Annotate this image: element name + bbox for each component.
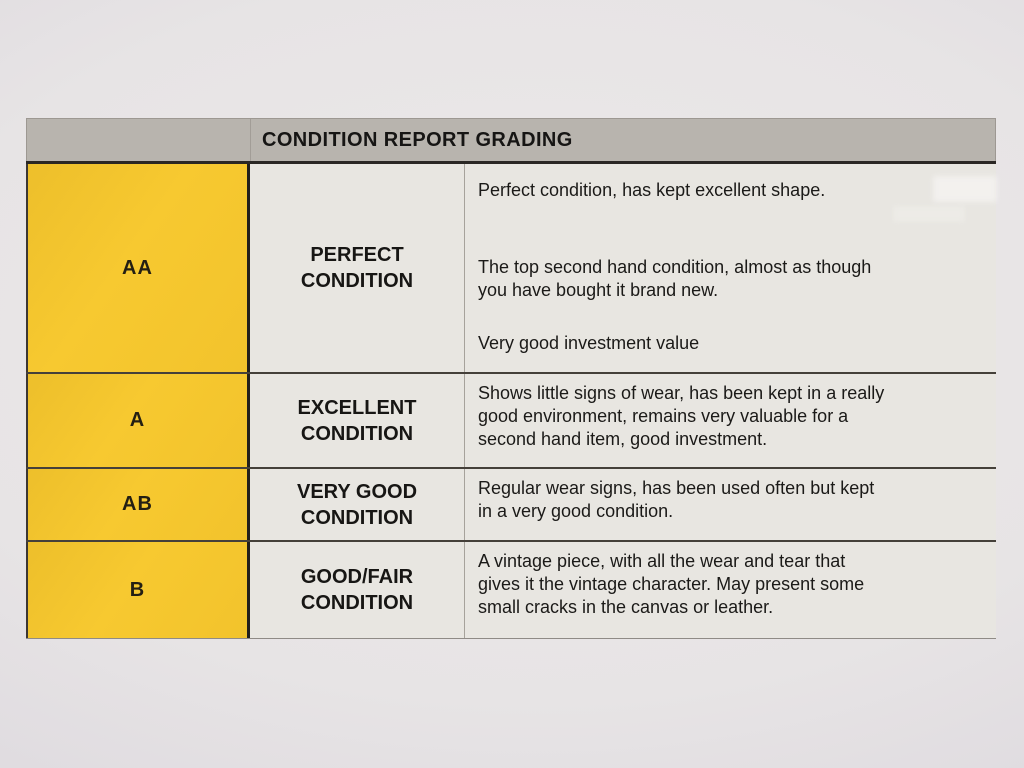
condition-name: EXCELLENT CONDITION (297, 396, 417, 445)
description-paragraph: The top second hand condition, almost as… (478, 257, 872, 300)
condition-name: GOOD/FAIR CONDITION (300, 566, 414, 614)
description-paragraph: Perfect condition, has kept excellent sh… (478, 180, 826, 200)
grade-label: B (129, 578, 146, 601)
grade-cell: B (26, 542, 250, 638)
description-paragraph: A vintage piece, with all the wear and t… (478, 551, 865, 617)
grade-row: AB VERY GOOD CONDITION Regular wear sign… (26, 467, 996, 540)
description-paragraph: Very good investment value (478, 333, 700, 353)
grade-label: AA (122, 256, 153, 279)
grade-label: A (129, 409, 146, 431)
condition-name: VERY GOOD CONDITION (296, 480, 418, 529)
condition-name-cell: EXCELLENT CONDITION (250, 374, 465, 467)
table-header-title-cell: CONDITION REPORT GRADING (251, 119, 997, 161)
condition-description-cell: Shows little signs of wear, has been kep… (465, 374, 996, 467)
grade-cell: AA (26, 164, 250, 372)
table-body: AA PERFECT CONDITION Perfect condition, … (26, 161, 996, 639)
description-paragraph: Shows little signs of wear, has been kep… (478, 383, 885, 449)
grade-row: AA PERFECT CONDITION Perfect condition, … (26, 161, 996, 372)
condition-description-cell: Regular wear signs, has been used often … (465, 469, 996, 540)
condition-grading-table: CONDITION REPORT GRADING AA PERFECT COND… (26, 118, 996, 639)
description-paragraph: Regular wear signs, has been used often … (478, 478, 875, 521)
grade-label: AB (122, 493, 153, 515)
condition-name: PERFECT CONDITION (300, 244, 414, 292)
table-header-spacer-cell (27, 119, 251, 161)
grade-row: B GOOD/FAIR CONDITION A vintage piece, w… (26, 540, 996, 638)
grade-cell: AB (26, 469, 250, 540)
table-title: CONDITION REPORT GRADING (262, 128, 573, 151)
condition-description-cell: A vintage piece, with all the wear and t… (465, 542, 996, 638)
condition-name-cell: VERY GOOD CONDITION (250, 469, 465, 540)
condition-description-cell: Perfect condition, has kept excellent sh… (465, 164, 996, 372)
condition-name-cell: GOOD/FAIR CONDITION (250, 542, 465, 638)
grade-cell: A (26, 374, 250, 467)
condition-name-cell: PERFECT CONDITION (250, 164, 465, 372)
table-header-row: CONDITION REPORT GRADING (26, 118, 996, 161)
grade-row: A EXCELLENT CONDITION Shows little signs… (26, 372, 996, 467)
